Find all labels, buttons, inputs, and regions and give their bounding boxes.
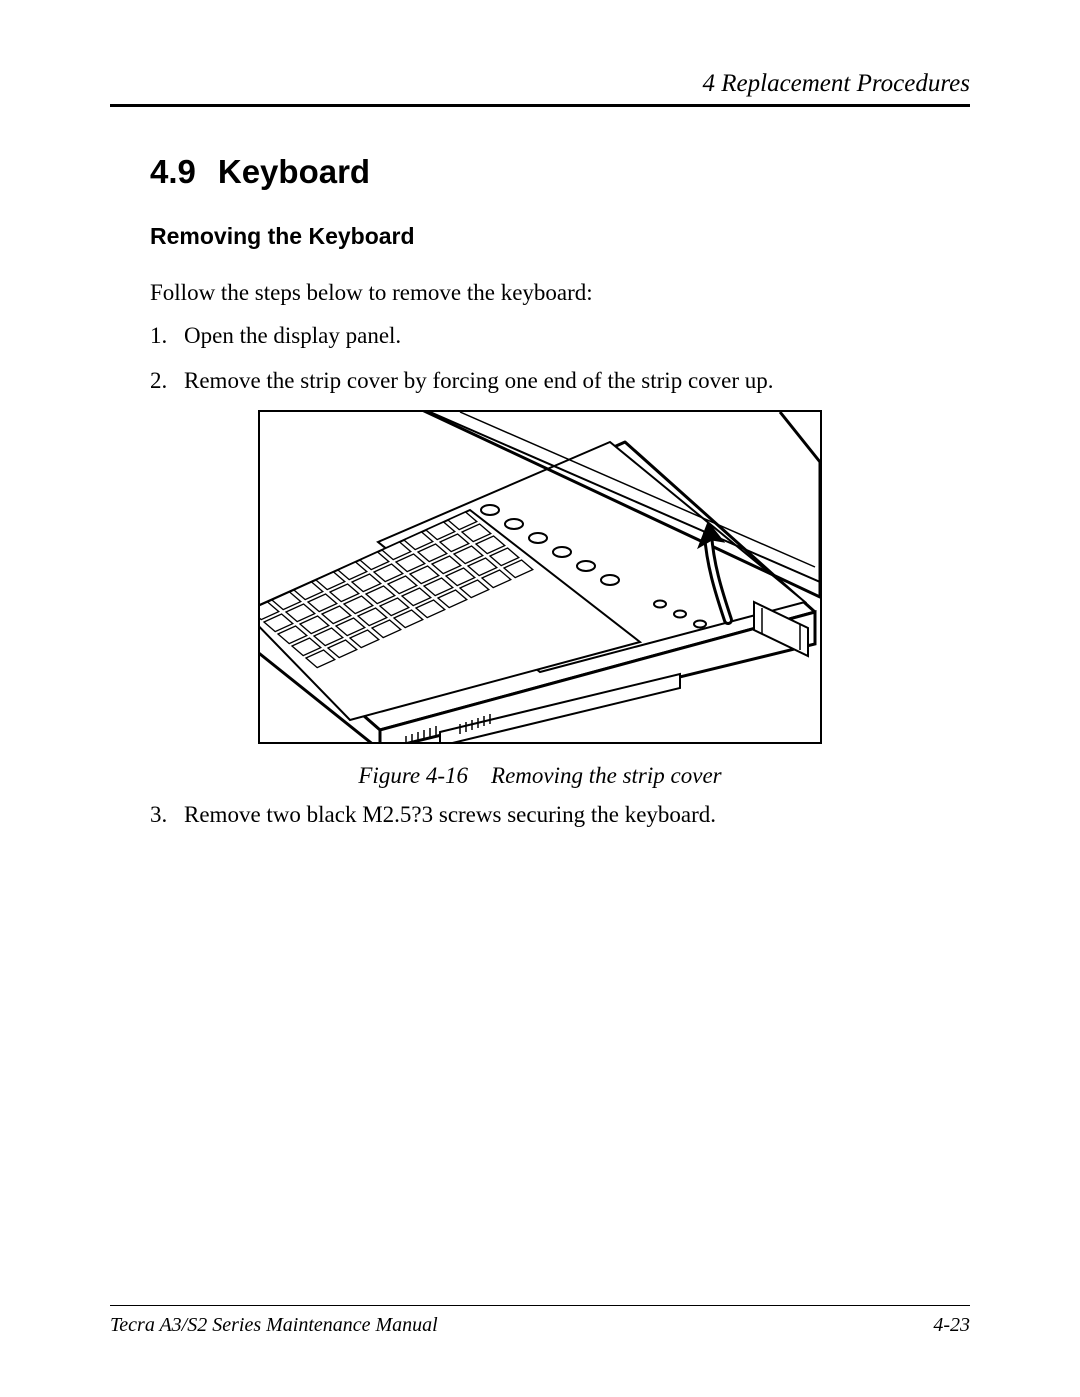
footer-right: 4-23: [933, 1314, 970, 1337]
caption-prefix: Figure 4-16: [358, 763, 468, 788]
figure-caption: Figure 4-16 Removing the strip cover: [110, 763, 970, 789]
chapter-header: 4 Replacement Procedures: [110, 70, 970, 98]
section-name: Keyboard: [218, 153, 370, 190]
list-item: 3. Remove two black M2.5?3 screws securi…: [150, 799, 970, 830]
step-text: Remove the strip cover by forcing one en…: [184, 368, 774, 393]
subheading: Removing the Keyboard: [150, 223, 970, 250]
step-number: 2.: [150, 365, 167, 396]
figure-illustration: [258, 410, 822, 744]
step-text: Open the display panel.: [184, 323, 401, 348]
figure: [110, 410, 970, 749]
step-text: Remove two black M2.5?3 screws securing …: [184, 802, 716, 827]
steps-list-cont: 3. Remove two black M2.5?3 screws securi…: [150, 799, 970, 830]
steps-list: 1. Open the display panel. 2. Remove the…: [150, 320, 970, 396]
list-item: 2. Remove the strip cover by forcing one…: [150, 365, 970, 396]
document-page: 4 Replacement Procedures 4.9 Keyboard Rem…: [0, 0, 1080, 1397]
footer-left: Tecra A3/S2 Series Maintenance Manual: [110, 1314, 438, 1337]
section-number: 4.9: [150, 153, 196, 190]
list-item: 1. Open the display panel.: [150, 320, 970, 351]
page-footer: Tecra A3/S2 Series Maintenance Manual 4-…: [110, 1305, 970, 1337]
header-rule: [110, 104, 970, 107]
step-number: 3.: [150, 799, 167, 830]
step-number: 1.: [150, 320, 167, 351]
intro-text: Follow the steps below to remove the key…: [150, 280, 970, 306]
section-title: 4.9 Keyboard: [150, 153, 970, 191]
caption-text: Removing the strip cover: [491, 763, 722, 788]
